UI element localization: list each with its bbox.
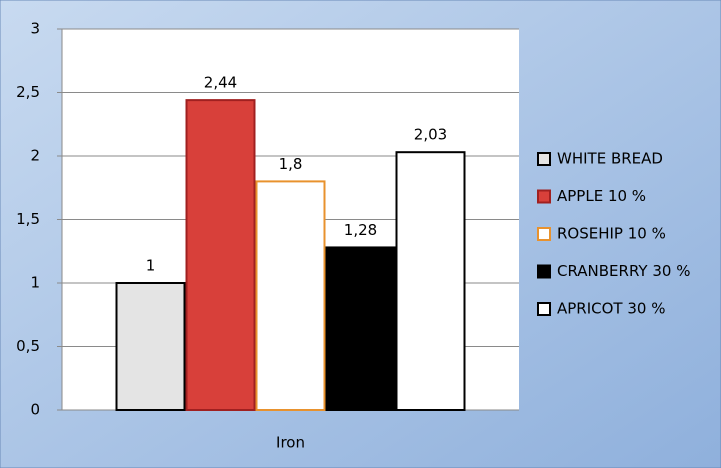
legend-marker [537,227,551,241]
data-label: 1 [146,257,156,275]
bar [395,151,466,411]
legend-label: ROSEHIP 10 % [557,225,666,243]
bar [185,99,256,412]
data-label: 1,28 [344,221,377,239]
bar [325,246,396,411]
legend-marker [537,189,551,204]
legend-label: APRICOT 30 % [557,300,665,318]
y-tick-label: 2 [30,147,40,165]
data-label: 2,03 [414,126,447,144]
legend-label: WHITE BREAD [557,150,663,168]
data-label: 2,44 [204,74,237,92]
y-tick-label: 1,5 [16,210,40,228]
y-tick-label: 2,5 [16,83,40,101]
bar [255,180,326,411]
y-tick-label: 3 [30,20,40,38]
x-tick-label: Iron [276,434,305,452]
legend-marker [537,152,551,166]
bar [115,282,186,411]
y-tick-label: 0 [30,401,40,419]
legend-label: APPLE 10 % [557,187,646,205]
y-tick-label: 1 [30,274,40,292]
y-tick-label: 0,5 [16,337,40,355]
legend-marker [537,264,551,279]
legend-label: CRANBERRY 30 % [557,262,690,280]
legend-marker [537,302,551,316]
data-label: 1,8 [279,155,303,173]
